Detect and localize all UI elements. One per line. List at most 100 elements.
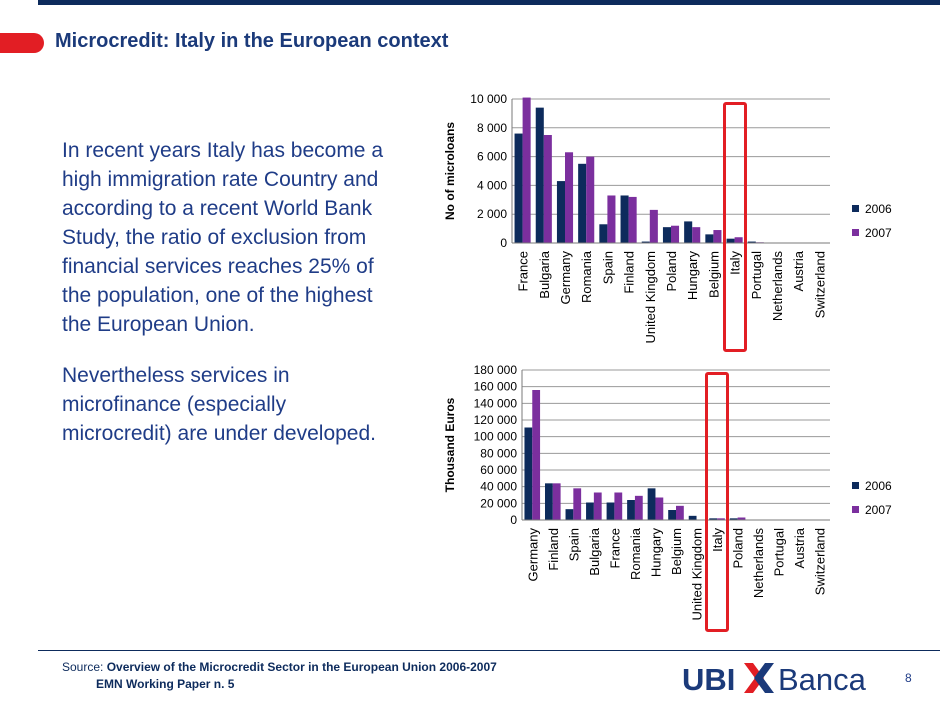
bar-2007-italy [717,518,725,520]
y-tick-label: 10 000 [470,92,507,106]
x-tick-label: Finland [622,251,637,294]
y-tick-label: 6 000 [477,150,507,164]
bar-2006-bulgaria [586,502,594,520]
legend-label: 2007 [865,226,892,240]
x-tick-label: Italy [728,251,743,275]
legend-swatch [852,506,859,513]
bar-2006-portugal [747,241,756,243]
bar-2006-finland [620,195,629,243]
top-bar [38,0,940,5]
bar-2006-germany [524,427,533,520]
x-tick-label: Romania [628,527,643,580]
x-tick-label: Belgium [669,528,684,575]
bar-2006-italy [726,238,735,243]
logo-mark [744,663,774,693]
italy-highlight-box-1 [722,102,747,352]
bar-2007-bulgaria [593,492,602,520]
x-tick-label: Romania [579,250,594,303]
bar-2007-united-kingdom [649,209,658,243]
y-tick-label: 80 000 [480,446,517,460]
x-tick-label: Portugal [772,528,787,577]
bar-2007-france [522,97,531,243]
bar-2007-france [614,492,623,520]
x-tick-label: United Kingdom [643,251,658,344]
x-tick-label: Switzerland [812,251,827,318]
x-tick-label: Germany [525,528,540,582]
x-tick-label: Switzerland [813,528,828,595]
bar-2006-belgium [705,234,714,243]
x-tick-label: Poland [731,528,746,568]
bar-2006-poland [662,227,671,243]
microloans-chart: 0 2 000 4 000 6 000 8 000 10 000 No of microlo… [440,85,940,365]
y-tick-label: 60 000 [480,463,517,477]
bar-2007-poland [671,225,680,243]
title-accent-tab [0,33,44,53]
y-tick-label: 160 000 [474,380,518,394]
x-tick-label: Finland [546,528,561,571]
bar-2006-spain [565,509,574,520]
source-label: Source: [62,660,104,674]
bar-2006-germany [556,181,565,243]
x-tick-label: France [516,251,531,291]
legend-swatch [852,205,859,212]
bar-2007-finland [552,483,561,520]
x-tick-label: United Kingdom [690,528,705,621]
legend-label: 2006 [865,479,892,493]
footer-line [38,650,940,651]
bar-2007-bulgaria [543,135,552,243]
ubi-banca-logo: UBI Banca [682,662,867,696]
x-tick-label: Poland [664,251,679,291]
y-tick-label: 4 000 [477,178,507,192]
x-tick-label: Netherlands [751,528,766,599]
bar-2006-poland [729,518,738,520]
logo-banca-text: Banca [778,662,867,696]
slide-title: Microcredit: Italy in the European conte… [55,30,449,52]
source-title: Overview of the Microcredit Sector in th… [106,660,497,674]
bar-2007-poland [737,517,746,520]
bar-2007-spain [573,488,582,520]
bar-2007-germany [565,152,574,243]
y-axis-title: No of microloans [443,122,457,220]
bar-2006-bulgaria [535,107,544,243]
x-tick-label: Germany [558,251,573,305]
bar-2006-united-kingdom [688,515,697,520]
italy-highlight-box-2 [705,372,730,632]
x-tick-label: Austria [792,527,807,568]
y-tick-label: 2 000 [477,207,507,221]
x-tick-label: Hungary [648,528,663,578]
paragraph-2: Nevertheless services in microfinance (e… [62,364,376,445]
bar-2007-hungary [692,227,701,243]
bar-2006-united-kingdom [641,241,650,243]
bar-2007-spain [607,195,616,243]
x-tick-label: Netherlands [770,251,785,322]
x-tick-label: Bulgaria [587,527,602,575]
body-text: In recent years Italy has become a high … [62,136,392,470]
x-tick-label: Spain [600,251,615,284]
bar-2007-romania [586,156,595,243]
legend-swatch [852,229,859,236]
logo-ubi-text: UBI [682,662,735,696]
microloans-chart-svg: 0 2 000 4 000 6 000 8 000 10 000 No of microlo… [443,92,892,344]
x-tick-label: Bulgaria [537,250,552,298]
y-tick-label: 8 000 [477,121,507,135]
x-tick-label: Hungary [685,251,700,301]
bar-2006-france [514,133,523,243]
legend-label: 2006 [865,202,892,216]
y-tick-label: 20 000 [480,496,517,510]
y-tick-label: 40 000 [480,480,517,494]
x-tick-label: Austria [791,250,806,291]
bar-2006-hungary [684,221,693,243]
legend-label: 2007 [865,503,892,517]
bar-2006-finland [544,483,553,520]
x-tick-label: Italy [710,528,725,552]
bar-2006-belgium [668,510,676,520]
bar-2006-hungary [647,488,656,520]
y-tick-label: 0 [510,513,517,527]
thousand-euros-chart-svg: 0 20 000 40 000 60 000 80 000 100 000 120 000 1… [443,363,892,621]
bar-2007-italy [734,237,743,243]
y-tick-label: 180 000 [474,363,518,377]
y-tick-label: 140 000 [474,396,518,410]
page-number: 8 [905,671,912,685]
source-line-2: EMN Working Paper n. 5 [96,677,235,691]
thousand-euros-chart: 0 20 000 40 000 60 000 80 000 100 000 120 000 1… [440,360,940,640]
